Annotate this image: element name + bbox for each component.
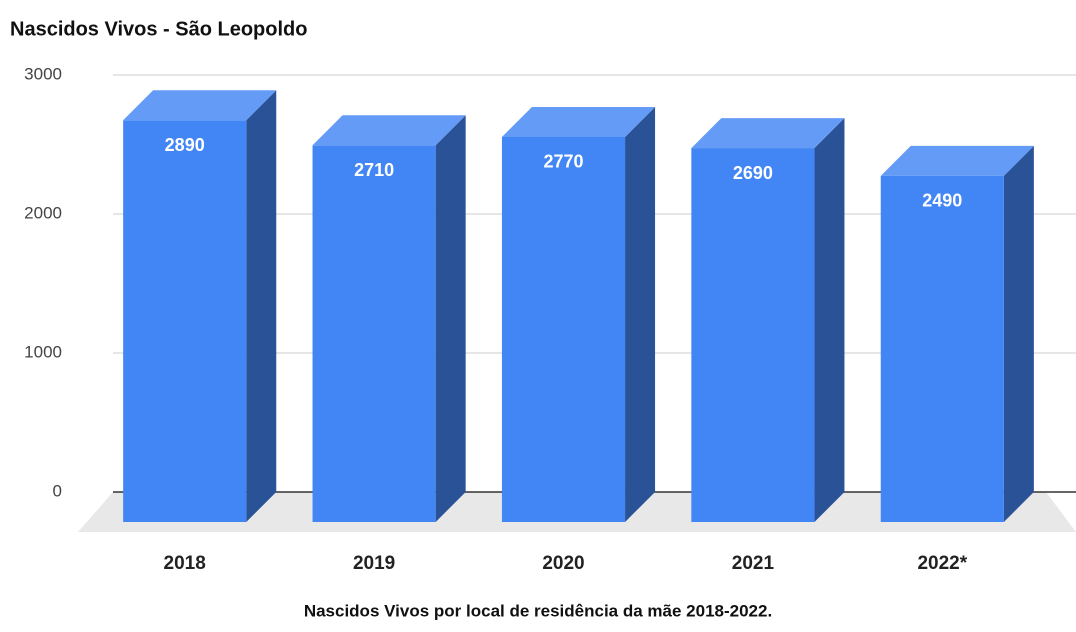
bar (691, 118, 845, 522)
bar-side (246, 90, 277, 522)
value-label: 2890 (165, 135, 205, 155)
bar-top (880, 145, 1034, 176)
x-tick-label: 2022* (917, 553, 967, 574)
y-tick-label: 3000 (24, 64, 62, 83)
x-tick-label: 2019 (353, 553, 395, 574)
bar-front (691, 148, 815, 522)
y-tick-label: 1000 (24, 342, 62, 361)
bar-top (312, 115, 466, 146)
bar-side (814, 118, 845, 522)
bar-top (691, 118, 845, 149)
y-tick-label: 2000 (24, 203, 62, 222)
y-tick-label: 0 (53, 481, 62, 500)
bar-top (501, 106, 656, 137)
x-tick-label: 2018 (164, 553, 206, 574)
x-tick-label: 2021 (732, 553, 775, 574)
value-label: 2770 (543, 152, 583, 172)
bar-side (435, 115, 466, 522)
bar-top (123, 90, 277, 121)
bar-side (625, 106, 656, 522)
bar-front (880, 175, 1004, 522)
bar-front (123, 120, 247, 522)
bar-front (312, 145, 436, 522)
bar (501, 106, 656, 522)
bar (123, 90, 277, 522)
chart-title: Nascidos Vivos - São Leopoldo (10, 18, 307, 40)
bar-front (501, 136, 626, 522)
value-label: 2490 (922, 191, 962, 211)
bar-side (1003, 145, 1034, 522)
value-label: 2690 (733, 163, 773, 183)
bar (880, 145, 1034, 522)
x-axis-label: Nascidos Vivos por local de residência d… (304, 601, 772, 620)
value-label: 2710 (354, 160, 394, 180)
x-tick-label: 2020 (542, 553, 584, 574)
bar (312, 115, 466, 522)
